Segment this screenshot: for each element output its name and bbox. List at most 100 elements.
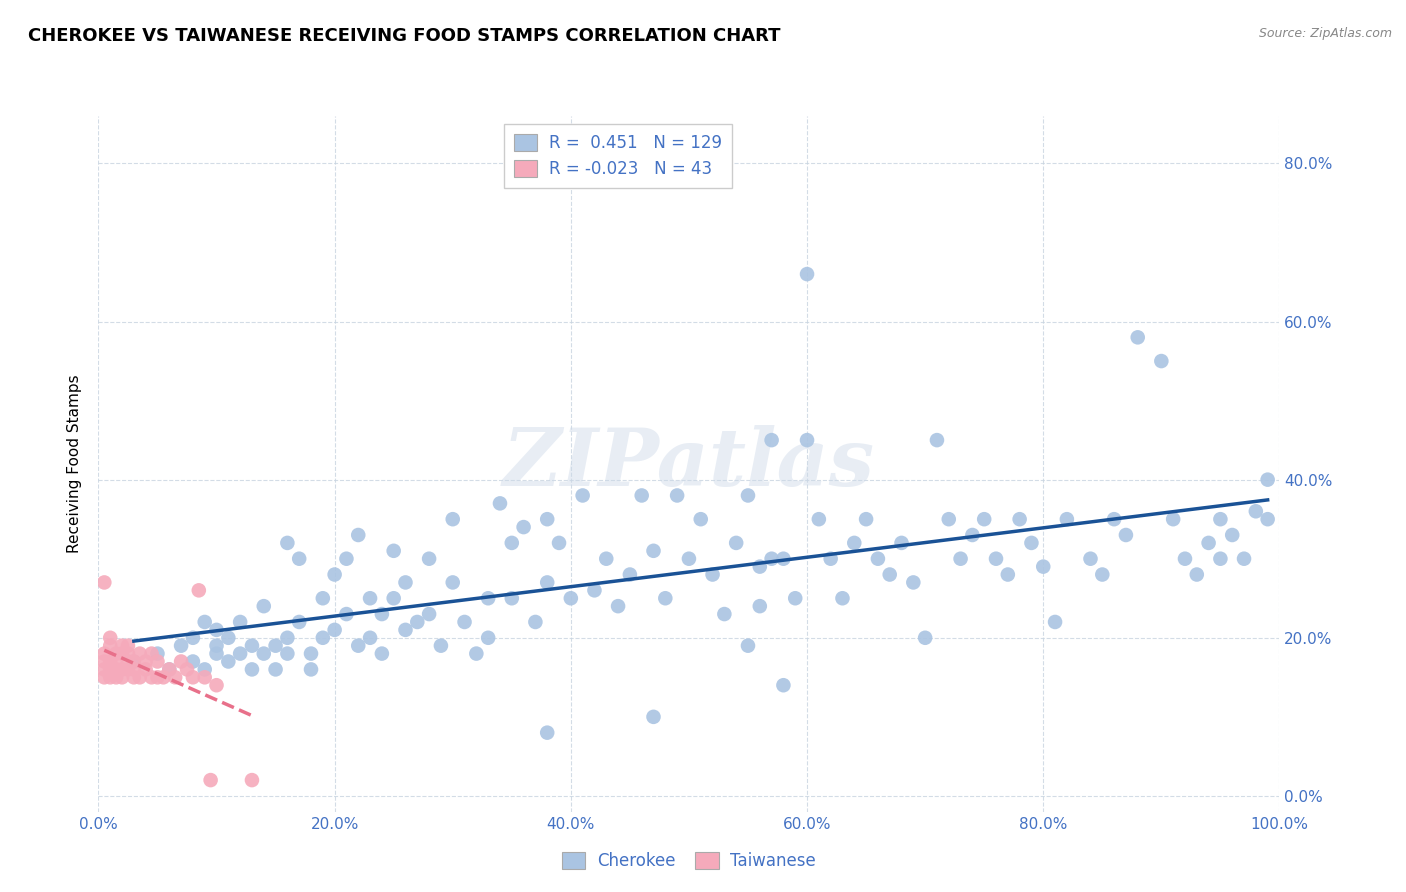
Point — [93, 670, 115, 684]
Point — [170, 655, 193, 669]
Point — [146, 647, 169, 661]
Point — [465, 647, 488, 661]
Point — [141, 647, 163, 661]
Point — [240, 639, 263, 653]
Point — [536, 512, 558, 526]
Point — [501, 536, 523, 550]
Point — [1257, 473, 1279, 487]
Point — [394, 623, 416, 637]
Point — [122, 670, 145, 684]
Point — [689, 512, 711, 526]
Point — [1008, 512, 1031, 526]
Point — [477, 591, 499, 606]
Point — [879, 567, 901, 582]
Point — [200, 773, 222, 788]
Point — [141, 670, 163, 684]
Point — [761, 551, 783, 566]
Point — [152, 670, 174, 684]
Point — [453, 615, 475, 629]
Point — [903, 575, 925, 590]
Y-axis label: Receiving Food Stamps: Receiving Food Stamps — [67, 375, 83, 553]
Point — [949, 551, 972, 566]
Point — [1150, 354, 1173, 368]
Point — [512, 520, 534, 534]
Point — [299, 647, 322, 661]
Point — [111, 662, 134, 676]
Point — [820, 551, 842, 566]
Point — [855, 512, 877, 526]
Point — [1056, 512, 1078, 526]
Point — [997, 567, 1019, 582]
Point — [98, 655, 121, 669]
Point — [713, 607, 735, 621]
Point — [418, 607, 440, 621]
Point — [1209, 551, 1232, 566]
Point — [441, 575, 464, 590]
Point — [807, 512, 830, 526]
Point — [288, 551, 311, 566]
Point — [335, 607, 357, 621]
Point — [194, 670, 217, 684]
Point — [595, 551, 617, 566]
Text: ZIPatlas: ZIPatlas — [503, 425, 875, 502]
Point — [382, 591, 405, 606]
Point — [536, 725, 558, 739]
Point — [205, 678, 228, 692]
Point — [973, 512, 995, 526]
Legend: Cherokee, Taiwanese: Cherokee, Taiwanese — [555, 845, 823, 877]
Point — [371, 647, 394, 661]
Point — [105, 662, 128, 676]
Point — [725, 536, 748, 550]
Point — [938, 512, 960, 526]
Point — [93, 647, 115, 661]
Point — [187, 583, 209, 598]
Point — [359, 631, 381, 645]
Point — [181, 631, 204, 645]
Point — [205, 623, 228, 637]
Point — [1080, 551, 1102, 566]
Point — [1021, 536, 1043, 550]
Text: CHEROKEE VS TAIWANESE RECEIVING FOOD STAMPS CORRELATION CHART: CHEROKEE VS TAIWANESE RECEIVING FOOD STA… — [28, 27, 780, 45]
Point — [122, 655, 145, 669]
Point — [666, 488, 689, 502]
Point — [619, 567, 641, 582]
Point — [737, 639, 759, 653]
Point — [111, 647, 134, 661]
Point — [176, 662, 198, 676]
Point — [111, 670, 134, 684]
Point — [264, 662, 287, 676]
Point — [654, 591, 676, 606]
Point — [98, 639, 121, 653]
Point — [117, 639, 139, 653]
Point — [702, 567, 724, 582]
Point — [371, 607, 394, 621]
Point — [643, 543, 665, 558]
Point — [323, 567, 346, 582]
Point — [890, 536, 912, 550]
Point — [181, 670, 204, 684]
Point — [796, 433, 818, 447]
Point — [1161, 512, 1184, 526]
Point — [962, 528, 984, 542]
Point — [984, 551, 1007, 566]
Point — [229, 647, 252, 661]
Point — [796, 267, 818, 281]
Point — [299, 662, 322, 676]
Point — [441, 512, 464, 526]
Point — [536, 575, 558, 590]
Point — [643, 710, 665, 724]
Point — [844, 536, 866, 550]
Point — [560, 591, 582, 606]
Point — [98, 670, 121, 684]
Point — [831, 591, 853, 606]
Point — [1257, 512, 1279, 526]
Point — [146, 670, 169, 684]
Point — [205, 639, 228, 653]
Point — [477, 631, 499, 645]
Point — [135, 655, 157, 669]
Point — [524, 615, 547, 629]
Point — [240, 662, 263, 676]
Point — [925, 433, 948, 447]
Point — [335, 551, 357, 566]
Point — [276, 631, 298, 645]
